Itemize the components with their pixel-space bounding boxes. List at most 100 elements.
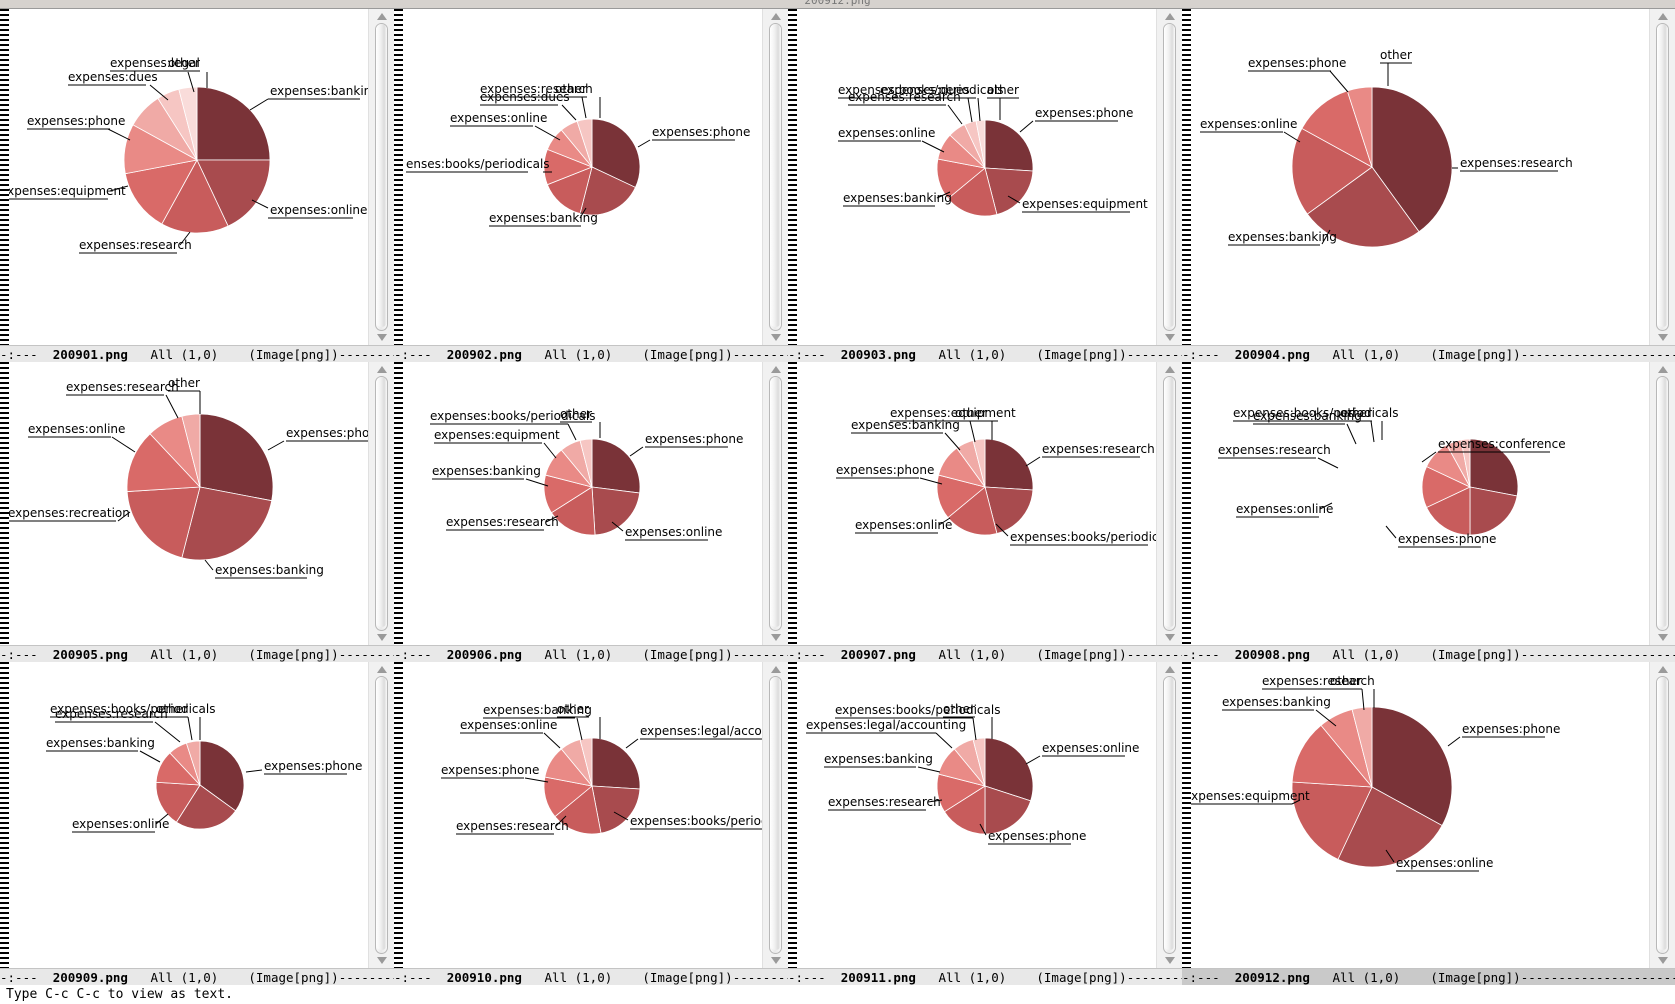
scroll-up-arrow-icon[interactable] [1658, 366, 1668, 373]
scroll-up-arrow-icon[interactable] [1165, 13, 1175, 20]
scroll-up-arrow-icon[interactable] [771, 366, 781, 373]
emacs-window-200902[interactable]: expenses:phone expenses:banking enses:book… [394, 9, 788, 362]
scroll-down-arrow-icon[interactable] [771, 334, 781, 341]
emacs-window-200910[interactable]: expenses:legal/accounting expenses:books/… [394, 662, 788, 985]
vertical-scrollbar[interactable] [1156, 362, 1182, 645]
vertical-scrollbar[interactable] [1649, 662, 1675, 968]
scroll-down-arrow-icon[interactable] [1658, 634, 1668, 641]
emacs-window-200909[interactable]: expenses:phone expenses:online expenses:ba… [0, 662, 394, 985]
scroll-up-arrow-icon[interactable] [1165, 666, 1175, 673]
mode-line[interactable]: -:--- 200906.png All (1,0) (Image[png])-… [394, 645, 788, 662]
mode-line[interactable]: -:--- 200908.png All (1,0) (Image[png])-… [1182, 645, 1675, 662]
scrollbar-thumb[interactable] [1164, 677, 1175, 951]
mode-line[interactable]: -:--- 200907.png All (1,0) (Image[png])-… [788, 645, 1182, 662]
pie-label: expenses:dues [68, 70, 169, 101]
pie-label-text: other [560, 407, 592, 421]
scrollbar-track[interactable] [1656, 23, 1669, 331]
emacs-window-200911[interactable]: expenses:online expenses:phone expenses:re… [788, 662, 1182, 985]
mode-line[interactable]: -:--- 200902.png All (1,0) (Image[png])-… [394, 345, 788, 362]
scroll-up-arrow-icon[interactable] [1658, 13, 1668, 20]
mode-line[interactable]: -:--- 200909.png All (1,0) (Image[png])-… [0, 968, 394, 985]
emacs-window-200908[interactable]: expenses:conference expenses:phone expense… [1182, 362, 1675, 662]
left-fringe [394, 9, 403, 345]
scroll-up-arrow-icon[interactable] [1658, 666, 1668, 673]
scroll-up-arrow-icon[interactable] [377, 366, 387, 373]
modeline-major-mode: (Image[png]) [1430, 647, 1521, 662]
pie-label: expenses:equipment [1007, 195, 1148, 213]
scroll-down-arrow-icon[interactable] [1658, 334, 1668, 341]
scrollbar-track[interactable] [1163, 376, 1176, 631]
scrollbar-track[interactable] [1656, 376, 1669, 631]
pie-label: expenses:dues [880, 83, 981, 122]
emacs-window-200907[interactable]: expenses:research expenses:books/periodic… [788, 362, 1182, 662]
pie-label: enses:books/periodicals [406, 157, 552, 173]
scroll-down-arrow-icon[interactable] [377, 334, 387, 341]
emacs-window-200905[interactable]: expenses:phone expenses:banking expenses:r… [0, 362, 394, 662]
vertical-scrollbar[interactable] [762, 362, 788, 645]
scrollbar-thumb[interactable] [1657, 377, 1668, 628]
scroll-down-arrow-icon[interactable] [377, 634, 387, 641]
mode-line[interactable]: -:--- 200903.png All (1,0) (Image[png])-… [788, 345, 1182, 362]
mode-line[interactable]: -:--- 200901.png All (1,0) (Image[png])-… [0, 345, 394, 362]
scroll-down-arrow-icon[interactable] [1658, 957, 1668, 964]
vertical-scrollbar[interactable] [368, 9, 394, 345]
scrollbar-track[interactable] [769, 676, 782, 954]
mode-line[interactable]: -:--- 200912.png All (1,0) (Image[png])-… [1182, 968, 1675, 985]
scrollbar-thumb[interactable] [1164, 377, 1175, 628]
scrollbar-thumb[interactable] [1657, 24, 1668, 327]
mode-line[interactable]: -:--- 200910.png All (1,0) (Image[png])-… [394, 968, 788, 985]
vertical-scrollbar[interactable] [1649, 362, 1675, 645]
emacs-window-200904[interactable]: expenses:research expenses:banking expense… [1182, 9, 1675, 362]
pie-slice [972, 438, 986, 488]
vertical-scrollbar[interactable] [1649, 9, 1675, 345]
emacs-window-200901[interactable]: expenses:banking expenses:online expenses:… [0, 9, 394, 362]
vertical-scrollbar[interactable] [1156, 662, 1182, 968]
emacs-window-200903[interactable]: expenses:phone expenses:equipment expenses… [788, 9, 1182, 362]
vertical-scrollbar[interactable] [368, 662, 394, 968]
emacs-window-200912[interactable]: expenses:phone expenses:online expenses:eq… [1182, 662, 1675, 985]
vertical-scrollbar[interactable] [762, 9, 788, 345]
titlebar-title: 200912.png [804, 0, 871, 7]
scroll-down-arrow-icon[interactable] [1165, 334, 1175, 341]
vertical-scrollbar[interactable] [368, 362, 394, 645]
pie-label-text: expenses:online [270, 203, 367, 217]
scrollbar-thumb[interactable] [770, 377, 781, 628]
scroll-down-arrow-icon[interactable] [1165, 634, 1175, 641]
scroll-up-arrow-icon[interactable] [377, 666, 387, 673]
scrollbar-thumb[interactable] [376, 677, 387, 951]
scrollbar-track[interactable] [1163, 676, 1176, 954]
scroll-down-arrow-icon[interactable] [1165, 957, 1175, 964]
pie-label-text: expenses:research [480, 82, 593, 96]
pie-label-text: expenses:online [625, 525, 722, 539]
scrollbar-track[interactable] [375, 376, 388, 631]
scroll-down-arrow-icon[interactable] [771, 957, 781, 964]
scroll-down-arrow-icon[interactable] [771, 634, 781, 641]
mode-line[interactable]: -:--- 200904.png All (1,0) (Image[png])-… [1182, 345, 1675, 362]
scroll-up-arrow-icon[interactable] [771, 666, 781, 673]
mode-line[interactable]: -:--- 200911.png All (1,0) (Image[png])-… [788, 968, 1182, 985]
scrollbar-track[interactable] [769, 376, 782, 631]
scroll-up-arrow-icon[interactable] [771, 13, 781, 20]
leader-line [947, 104, 963, 125]
vertical-scrollbar[interactable] [762, 662, 788, 968]
pie-label: expenses:research [1452, 156, 1573, 172]
scrollbar-track[interactable] [1656, 676, 1669, 954]
scroll-up-arrow-icon[interactable] [377, 13, 387, 20]
window-titlebar: 200912.png [0, 0, 1675, 9]
scrollbar-track[interactable] [1163, 23, 1176, 331]
scrollbar-thumb[interactable] [1657, 677, 1668, 951]
window-body: expenses:banking expenses:online expenses:… [0, 9, 394, 345]
scrollbar-thumb[interactable] [770, 677, 781, 951]
scrollbar-thumb[interactable] [770, 24, 781, 327]
scrollbar-thumb[interactable] [1164, 24, 1175, 327]
scrollbar-thumb[interactable] [376, 377, 387, 628]
scrollbar-thumb[interactable] [376, 24, 387, 327]
scrollbar-track[interactable] [375, 676, 388, 954]
vertical-scrollbar[interactable] [1156, 9, 1182, 345]
emacs-window-200906[interactable]: expenses:phone expenses:online expenses:re… [394, 362, 788, 662]
scroll-down-arrow-icon[interactable] [377, 957, 387, 964]
scrollbar-track[interactable] [375, 23, 388, 331]
mode-line[interactable]: -:--- 200905.png All (1,0) (Image[png])-… [0, 645, 394, 662]
scrollbar-track[interactable] [769, 23, 782, 331]
scroll-up-arrow-icon[interactable] [1165, 366, 1175, 373]
